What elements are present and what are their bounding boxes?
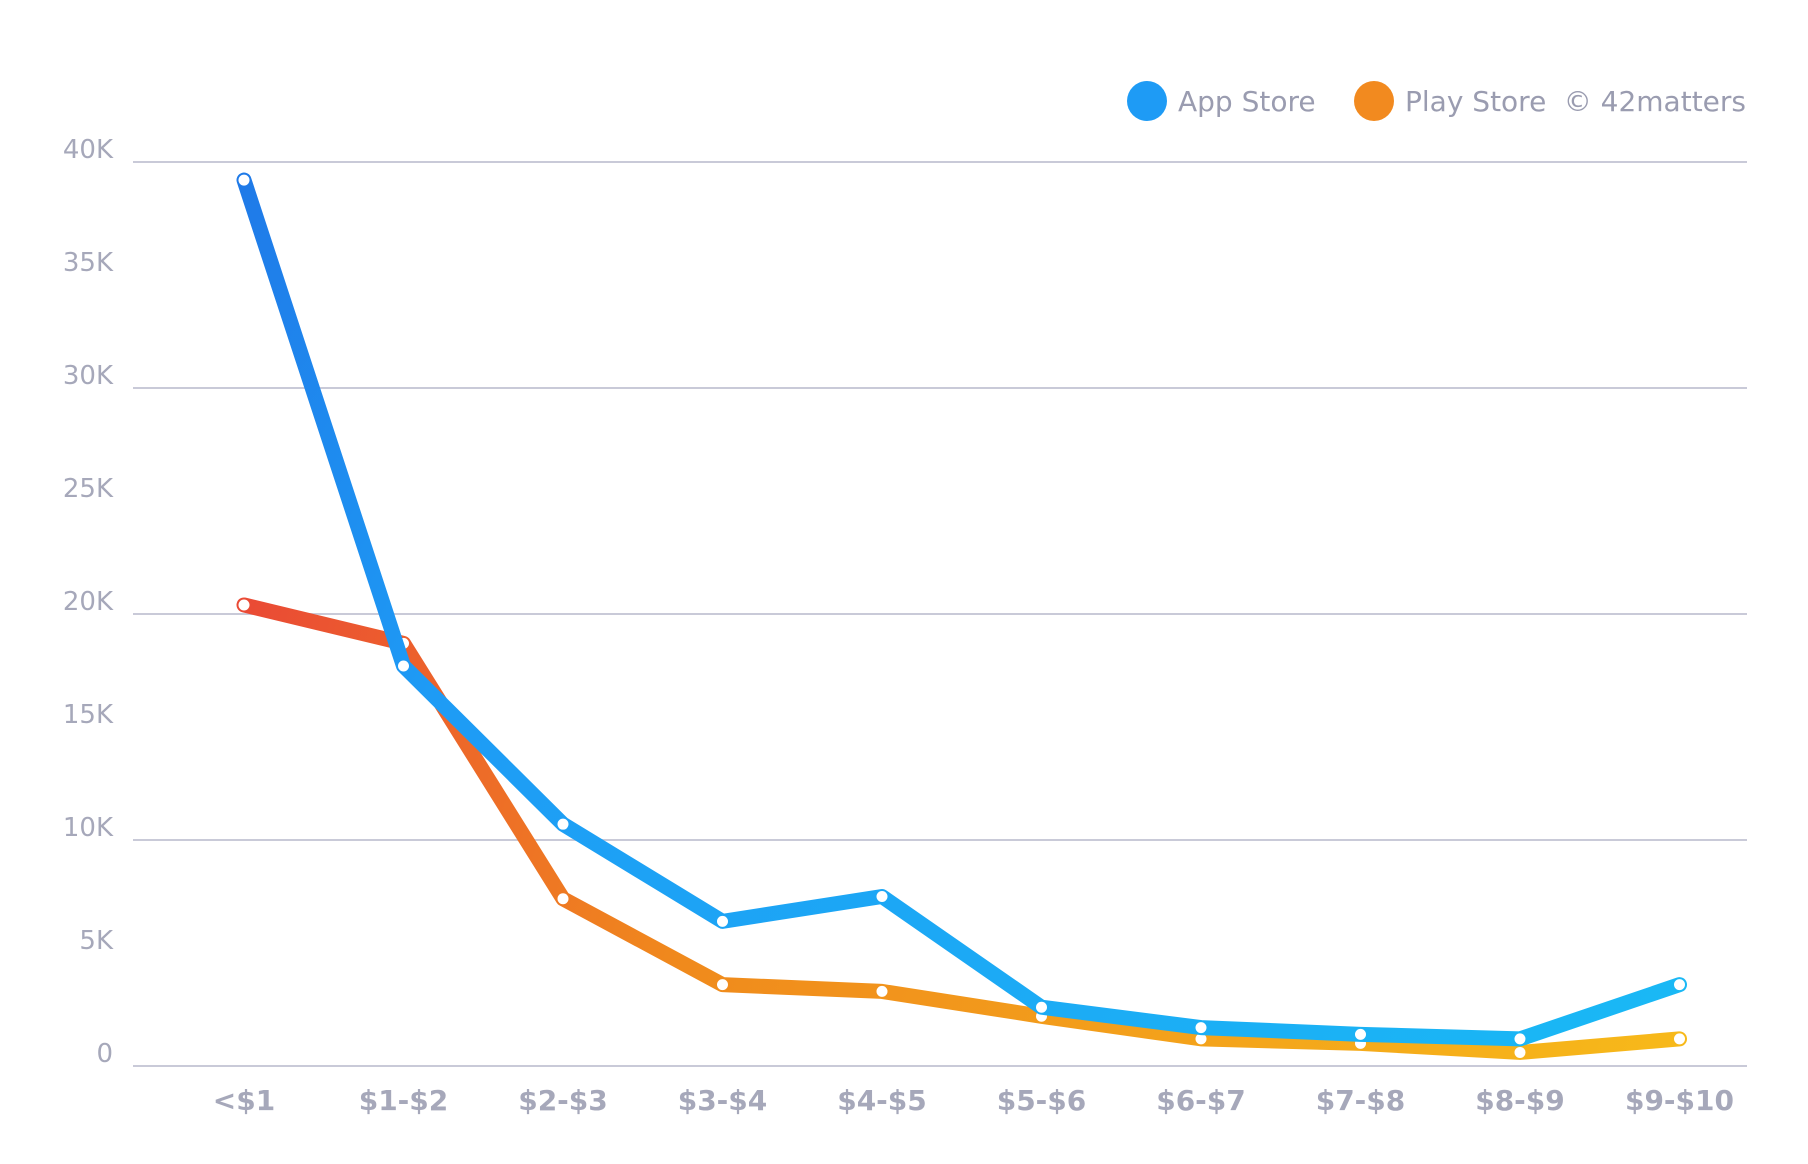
legend-label-app-store: App Store <box>1178 85 1316 118</box>
data-point-app-store <box>557 818 569 830</box>
x-tick-label: $6-$7 <box>1156 1084 1246 1117</box>
data-point-app-store <box>398 660 409 672</box>
y-tick-label: 35K <box>63 248 114 278</box>
data-point-app-store <box>1674 979 1685 991</box>
legend-label-play-store: Play Store <box>1405 85 1546 118</box>
data-point-app-store <box>1514 1033 1526 1045</box>
legend: App Store Play Store © 42matters <box>1127 81 1746 121</box>
data-point-play-store <box>1195 1033 1207 1045</box>
data-point-app-store <box>1036 1001 1047 1013</box>
chart-credit: © 42matters <box>1564 85 1746 118</box>
data-point-play-store <box>717 979 728 991</box>
data-point-app-store <box>238 174 250 186</box>
data-point-play-store <box>557 893 569 905</box>
x-tick-label: $4-$5 <box>837 1084 927 1117</box>
data-point-app-store <box>876 891 888 902</box>
y-tick-label: 0 <box>96 1039 113 1069</box>
y-axis-ticks: 0 5K 10K 15K 20K 25K 30K 35K 40K <box>63 135 114 1069</box>
y-tick-label: 25K <box>63 474 114 504</box>
y-tick-label: 20K <box>63 587 114 617</box>
data-point-play-store <box>1674 1033 1685 1045</box>
series-line-app-store <box>236 172 1687 1047</box>
x-tick-label: $5-$6 <box>997 1084 1087 1117</box>
gridlines <box>133 161 1747 1067</box>
y-tick-label: 5K <box>79 926 114 956</box>
data-point-app-store <box>717 915 728 927</box>
x-tick-label: $1-$2 <box>359 1084 449 1117</box>
series-line-play-store <box>236 597 1687 1060</box>
y-tick-label: 15K <box>63 700 114 730</box>
data-point-app-store <box>1355 1028 1366 1040</box>
legend-swatch-play-store <box>1354 81 1394 121</box>
x-axis-ticks: <$1 $1-$2 $2-$3 $3-$4 $4-$5 $5-$6 $6-$7 $7-$8 $8… <box>213 1084 1734 1117</box>
x-tick-label: $3-$4 <box>678 1084 768 1117</box>
series-lines <box>236 172 1687 1060</box>
data-point-play-store <box>876 985 888 997</box>
y-tick-label: 30K <box>63 361 114 391</box>
x-tick-label: $8-$9 <box>1475 1084 1565 1117</box>
x-tick-label: $7-$8 <box>1316 1084 1406 1117</box>
x-tick-label: $9-$10 <box>1625 1084 1734 1117</box>
legend-swatch-app-store <box>1127 81 1167 121</box>
y-tick-label: 40K <box>63 135 114 165</box>
data-point-play-store <box>238 599 250 611</box>
y-tick-label: 10K <box>63 813 114 843</box>
data-point-app-store <box>1195 1022 1207 1034</box>
data-point-play-store <box>1514 1046 1526 1058</box>
x-tick-label: $2-$3 <box>518 1084 608 1117</box>
x-tick-label: <$1 <box>213 1084 275 1117</box>
